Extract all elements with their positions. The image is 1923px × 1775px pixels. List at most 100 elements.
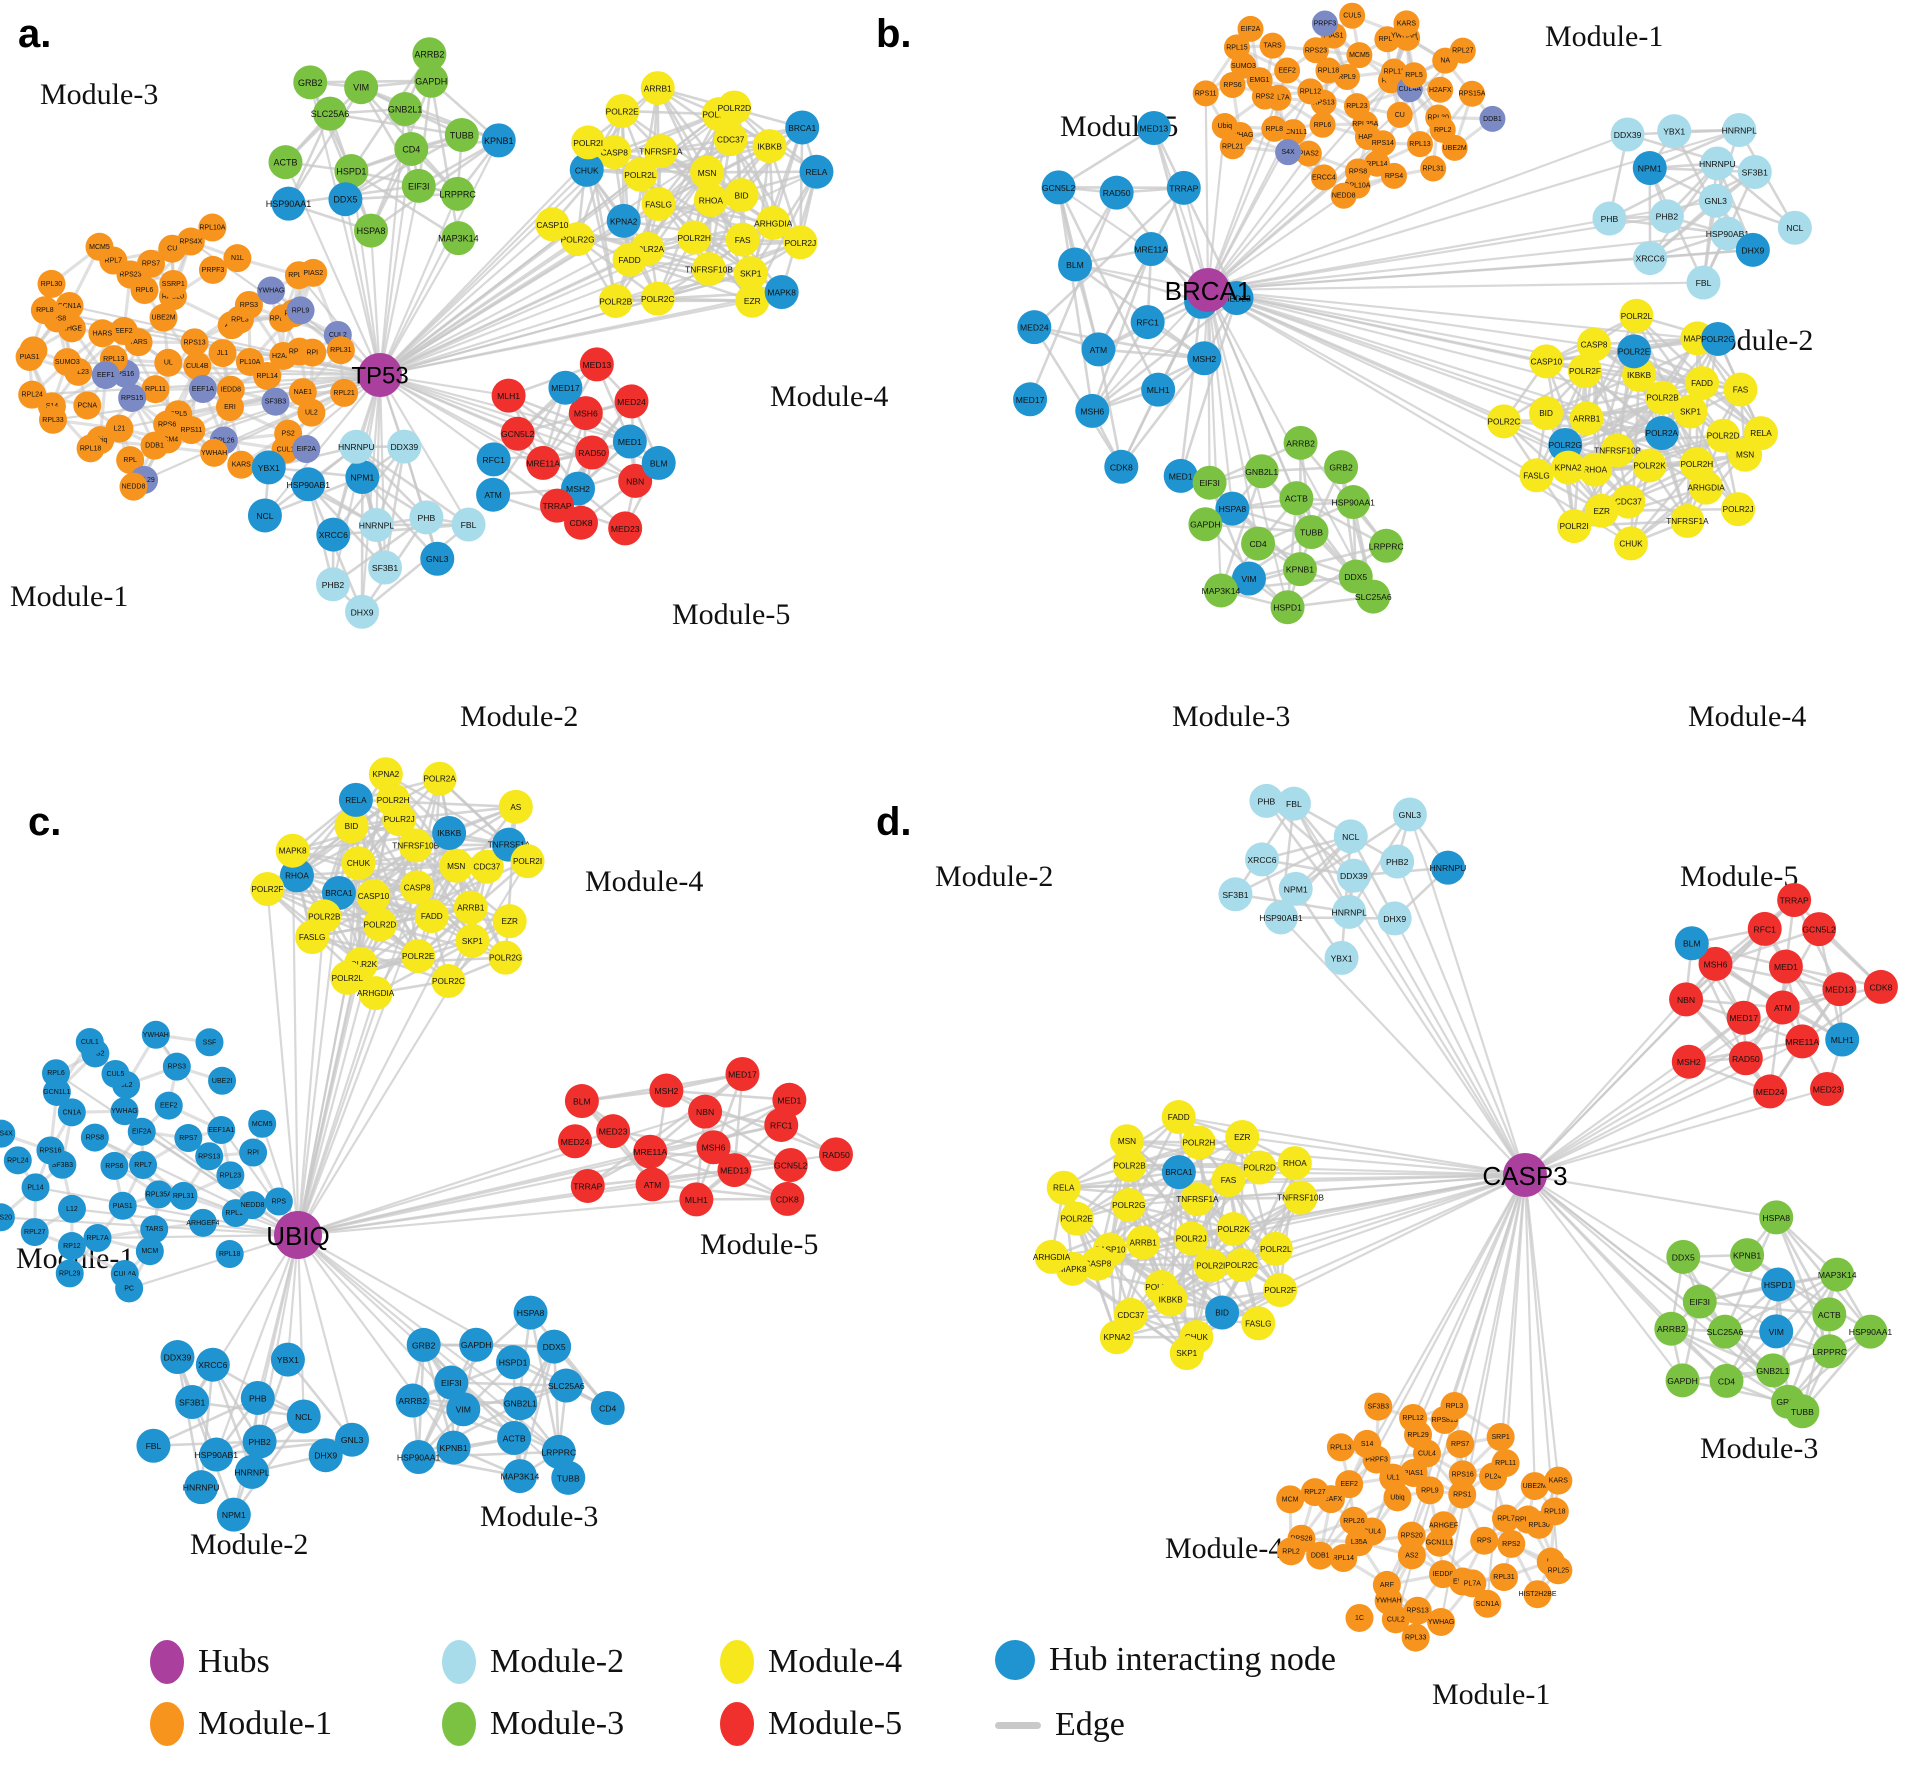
network-node[interactable] [608, 511, 643, 546]
network-node[interactable] [1218, 877, 1253, 912]
network-node[interactable] [513, 1295, 548, 1330]
network-node[interactable] [1406, 131, 1433, 158]
network-node[interactable] [612, 424, 647, 459]
network-node[interactable] [195, 1347, 230, 1382]
network-node[interactable] [1161, 1155, 1196, 1190]
network-node[interactable] [1110, 1124, 1145, 1159]
network-node[interactable] [295, 920, 330, 955]
network-node[interactable] [334, 809, 369, 844]
network-node[interactable] [1153, 1282, 1188, 1317]
network-node[interactable] [1430, 850, 1465, 885]
network-node[interactable] [1403, 1596, 1432, 1625]
network-node[interactable] [612, 242, 647, 277]
network-node[interactable] [199, 1437, 234, 1472]
network-node[interactable] [180, 328, 209, 357]
network-node[interactable] [677, 220, 712, 255]
network-node[interactable] [406, 1327, 441, 1362]
network-node[interactable] [1302, 37, 1329, 64]
network-node[interactable] [1241, 526, 1276, 561]
network-node[interactable] [1356, 579, 1391, 614]
network-node[interactable] [75, 1028, 104, 1057]
network-node[interactable] [414, 63, 449, 98]
network-node[interactable] [1822, 972, 1857, 1007]
network-node[interactable] [1709, 1363, 1744, 1398]
network-node[interactable] [1141, 372, 1176, 407]
network-node[interactable] [315, 567, 350, 602]
network-node[interactable] [476, 477, 511, 512]
network-node[interactable] [1812, 1334, 1847, 1369]
network-node[interactable] [238, 1191, 267, 1220]
network-node[interactable] [1446, 1430, 1475, 1459]
network-node[interactable] [414, 899, 449, 934]
network-node[interactable] [268, 145, 303, 180]
network-node[interactable] [690, 155, 725, 190]
network-node[interactable] [144, 1180, 173, 1209]
network-node[interactable] [1297, 78, 1324, 105]
network-node[interactable] [752, 129, 787, 164]
network-node[interactable] [37, 269, 66, 298]
network-node[interactable] [640, 281, 675, 316]
network-node[interactable] [1306, 1541, 1335, 1570]
network-node[interactable] [1401, 1623, 1430, 1652]
network-node[interactable] [1666, 1239, 1701, 1274]
network-node[interactable] [459, 1327, 494, 1362]
network-node[interactable] [1339, 2, 1366, 29]
network-node[interactable] [141, 1020, 170, 1049]
network-node[interactable] [1166, 170, 1201, 205]
network-node[interactable] [1041, 170, 1076, 205]
network-node[interactable] [1557, 509, 1592, 544]
network-node[interactable] [1339, 1506, 1368, 1535]
network-node[interactable] [216, 1497, 251, 1532]
network-node[interactable] [1283, 425, 1318, 460]
network-node[interactable] [549, 1368, 584, 1403]
network-node[interactable] [1610, 117, 1645, 152]
network-node[interactable] [1722, 113, 1757, 148]
network-node[interactable] [1329, 1544, 1358, 1573]
network-node[interactable] [1671, 1044, 1706, 1079]
network-node[interactable] [3, 1146, 32, 1175]
network-node[interactable] [1345, 1603, 1374, 1632]
network-node[interactable] [1169, 1336, 1204, 1371]
network-node[interactable] [297, 398, 326, 427]
network-node[interactable] [1261, 115, 1288, 142]
network-node[interactable] [735, 283, 770, 318]
network-node[interactable] [136, 249, 165, 278]
network-node[interactable] [1759, 1200, 1794, 1235]
network-node[interactable] [208, 339, 237, 368]
network-node[interactable] [618, 463, 653, 498]
network-node[interactable] [1294, 515, 1329, 550]
network-node[interactable] [1310, 164, 1337, 191]
network-node[interactable] [1743, 416, 1778, 451]
network-node[interactable] [308, 1438, 343, 1473]
network-node[interactable] [1386, 101, 1413, 128]
network-node[interactable] [1802, 912, 1837, 947]
network-node[interactable] [1075, 393, 1110, 428]
network-node[interactable] [345, 460, 380, 495]
network-node[interactable] [127, 1117, 156, 1146]
network-node[interactable] [1673, 394, 1708, 429]
network-node[interactable] [1674, 926, 1709, 961]
network-node[interactable] [1706, 418, 1741, 453]
network-node[interactable] [1192, 465, 1227, 500]
network-node[interactable] [1336, 858, 1371, 893]
network-node[interactable] [21, 1173, 50, 1202]
network-node[interactable] [169, 1181, 198, 1210]
network-node[interactable] [1753, 1074, 1788, 1109]
network-node[interactable] [100, 1151, 129, 1180]
network-node[interactable] [1654, 1311, 1689, 1346]
network-node[interactable] [770, 1181, 805, 1216]
network-node[interactable] [1244, 842, 1279, 877]
network-node[interactable] [227, 450, 256, 479]
network-node[interactable] [395, 1383, 430, 1418]
network-node[interactable] [1295, 140, 1322, 167]
network-node[interactable] [725, 222, 760, 257]
network-node[interactable] [291, 467, 326, 502]
network-node[interactable] [176, 227, 205, 256]
network-node[interactable] [119, 472, 148, 501]
network-node[interactable] [286, 1399, 321, 1434]
network-node[interactable] [640, 71, 675, 106]
network-node[interactable] [239, 1138, 268, 1167]
network-node[interactable] [569, 152, 604, 187]
network-node[interactable] [692, 252, 727, 287]
network-node[interactable] [1544, 1466, 1573, 1495]
